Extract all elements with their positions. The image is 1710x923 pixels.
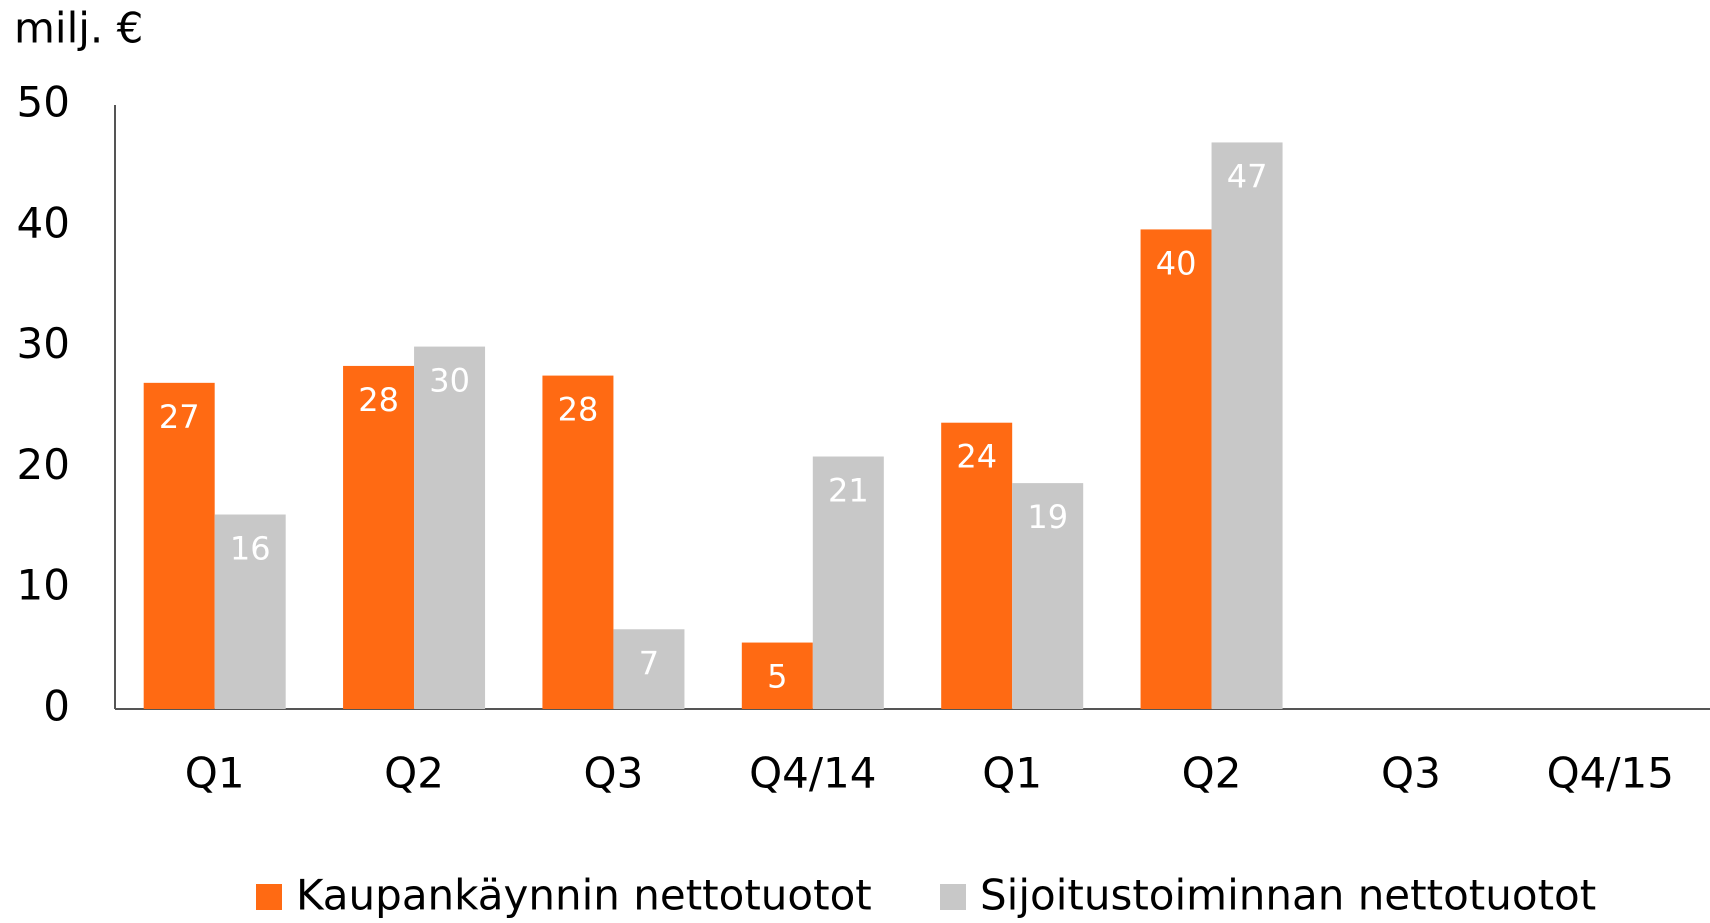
- data-label: 5: [767, 658, 787, 696]
- bar: [1211, 142, 1283, 709]
- bar: [214, 514, 286, 709]
- legend-label: Sijoitustoiminnan nettotuotot: [980, 871, 1596, 920]
- bar: [812, 456, 884, 709]
- y-tick-label: 40: [17, 198, 70, 247]
- data-label: 19: [1027, 498, 1068, 536]
- bar: [1012, 483, 1084, 709]
- data-label: 28: [558, 391, 599, 429]
- legend-swatch: [940, 884, 966, 910]
- x-tick-label: Q3: [584, 749, 644, 798]
- bar: [741, 642, 813, 709]
- y-tick-label: 10: [17, 561, 70, 610]
- bar: [613, 629, 685, 709]
- bar: [343, 365, 415, 709]
- data-label: 16: [230, 530, 271, 568]
- data-label: 24: [956, 438, 997, 476]
- x-tick-label: Q1: [185, 749, 245, 798]
- bar: [1140, 229, 1212, 709]
- bar: [542, 375, 614, 709]
- y-axis-label: milj. €: [14, 4, 143, 53]
- bar: [941, 422, 1013, 709]
- y-tick-label: 30: [17, 319, 70, 368]
- x-tick-label: Q2: [384, 749, 444, 798]
- data-label: 30: [429, 362, 470, 400]
- x-tick-label: Q2: [1182, 749, 1242, 798]
- bar: [143, 382, 215, 709]
- y-tick-label: 50: [17, 78, 70, 127]
- data-label: 40: [1156, 244, 1197, 282]
- bar: [414, 346, 486, 709]
- legend-label: Kaupankäynnin nettotuotot: [296, 871, 872, 920]
- y-tick-label: 0: [43, 682, 70, 731]
- data-label: 28: [358, 381, 399, 419]
- data-label: 27: [159, 398, 200, 436]
- x-tick-label: Q4/14: [749, 749, 876, 798]
- x-tick-label: Q4/15: [1547, 749, 1674, 798]
- data-label: 7: [639, 644, 659, 682]
- x-tick-label: Q3: [1381, 749, 1441, 798]
- x-tick-label: Q1: [982, 749, 1042, 798]
- legend-swatch: [256, 884, 282, 910]
- data-label: 47: [1227, 157, 1268, 195]
- y-tick-label: 20: [17, 440, 70, 489]
- data-label: 21: [828, 472, 869, 510]
